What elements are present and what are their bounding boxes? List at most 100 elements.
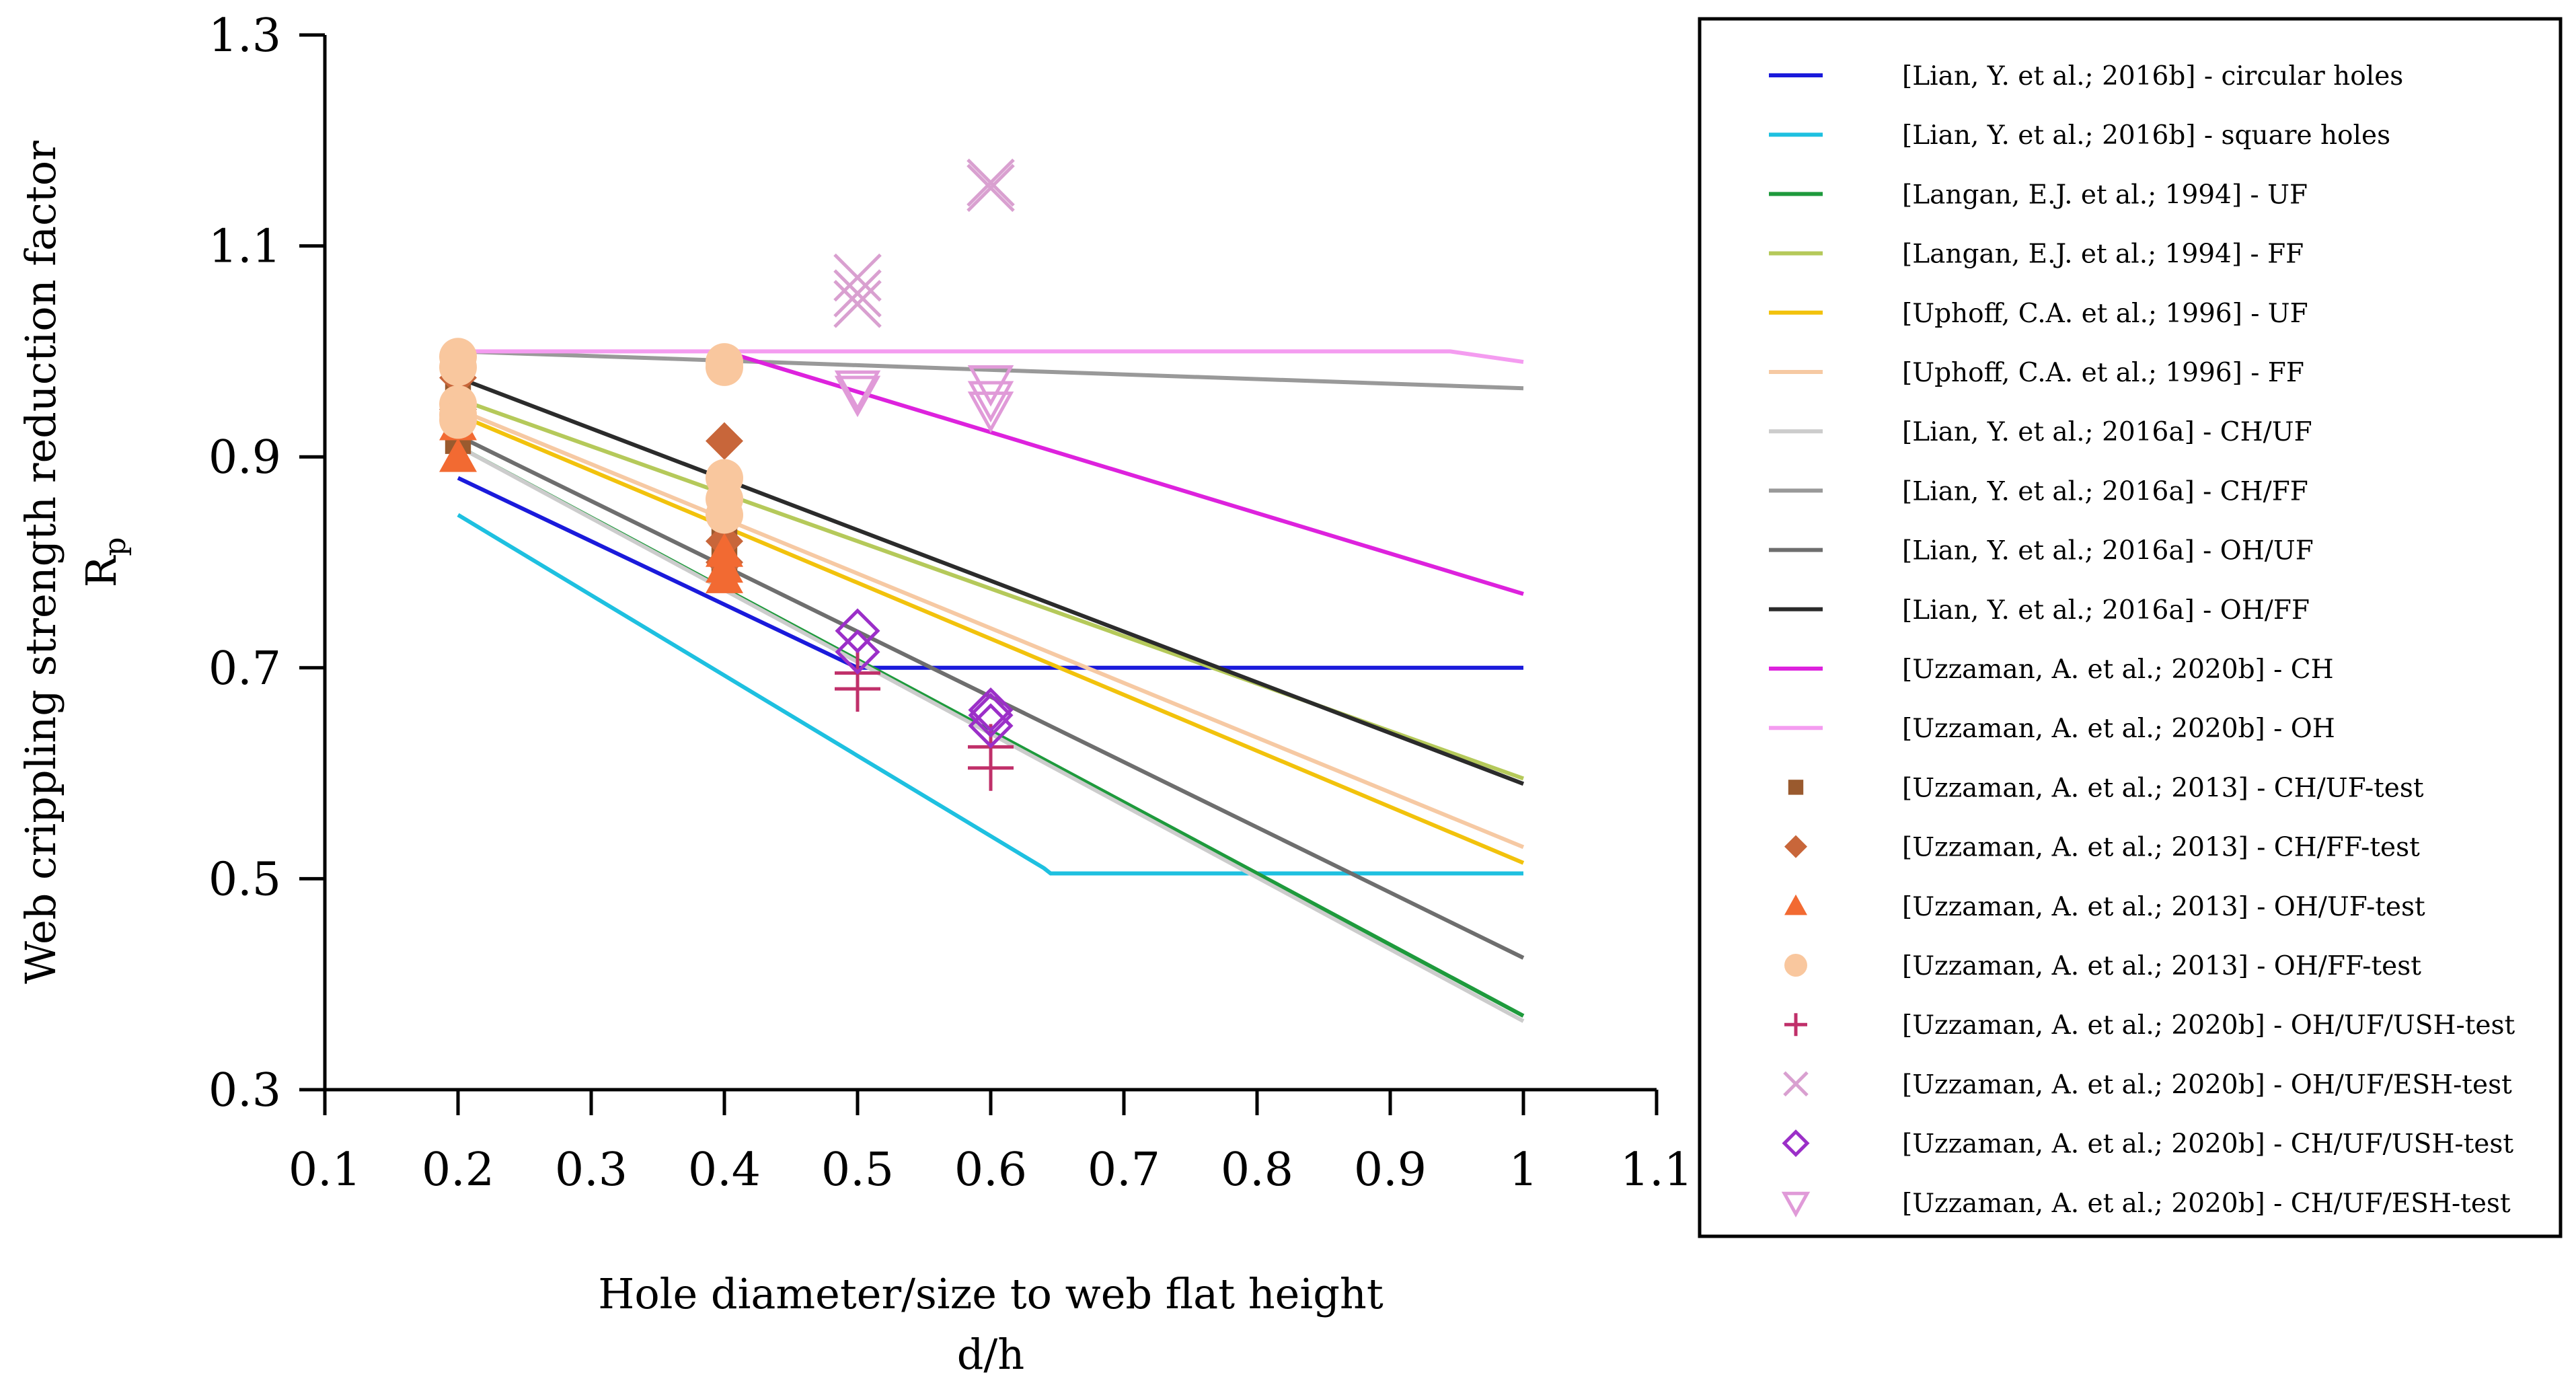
legend-label: [Lian, Y. et al.; 2016a] - OH/FF <box>1902 595 2310 626</box>
y-tick-label: 1.1 <box>209 221 281 274</box>
data-point <box>439 438 477 472</box>
legend-item: [Uzzaman, A. et al.; 2013] - CH/UF-test <box>1788 773 2424 803</box>
data-point <box>439 348 477 386</box>
series-line <box>457 513 1523 876</box>
data-point <box>967 163 1015 213</box>
x-tick-label: 0.2 <box>422 1143 494 1197</box>
x-tick-label: 0.9 <box>1354 1143 1427 1197</box>
legend-label: [Uzzaman, A. et al.; 2013] - OH/FF-test <box>1902 951 2421 981</box>
legend-label: [Uzzaman, A. et al.; 2013] - CH/UF-test <box>1902 773 2424 803</box>
legend-item: [Uzzaman, A. et al.; 2020b] - OH <box>1769 714 2335 744</box>
data-point <box>968 703 1014 749</box>
series-lines <box>457 349 1525 1023</box>
series-line <box>458 349 1524 365</box>
y-tick-label: 0.3 <box>209 1064 281 1117</box>
series-markers <box>439 158 1015 791</box>
data-point <box>968 745 1014 791</box>
legend-swatch <box>1784 894 1807 915</box>
y-axis-title: Web crippling strength reduction factor … <box>16 141 132 984</box>
data-point <box>706 348 743 386</box>
legend-item: [Uzzaman, A. et al.; 2013] - CH/FF-test <box>1784 833 2420 863</box>
data-point <box>968 687 1014 733</box>
legend-item: [Lian, Y. et al.; 2016a] - CH/UF <box>1769 417 2312 447</box>
legend-item: [Lian, Y. et al.; 2016a] - OH/FF <box>1769 595 2310 626</box>
legend-item: [Uphoff, C.A. et al.; 1996] - FF <box>1769 358 2304 388</box>
y-axis-title-sub: p <box>98 537 132 556</box>
x-tick-label: 0.3 <box>555 1143 628 1197</box>
x-tick-label: 1 <box>1509 1143 1538 1197</box>
x-tick-label: 0.1 <box>289 1143 361 1197</box>
data-point <box>968 692 1014 738</box>
data-point <box>835 608 880 654</box>
data-point <box>706 496 743 534</box>
legend-swatch <box>1781 1191 1811 1217</box>
y-axis-title-line2: Rp <box>77 537 132 588</box>
legend-item: [Lian, Y. et al.; 2016b] - circular hole… <box>1769 61 2403 91</box>
y-axis-title-line1: Web crippling strength reduction factor <box>16 141 65 984</box>
legend-item: [Lian, Y. et al.; 2016b] - square holes <box>1769 120 2390 151</box>
data-point <box>967 158 1015 207</box>
legend-label: [Lian, Y. et al.; 2016a] - OH/UF <box>1902 536 2314 566</box>
y-tick-label: 0.5 <box>209 853 281 906</box>
legend-label: [Lian, Y. et al.; 2016a] - CH/UF <box>1902 417 2312 447</box>
x-axis-title-line2: d/h <box>957 1330 1025 1379</box>
legend-label: [Uzzaman, A. et al.; 2020b] - CH/UF/ESH-… <box>1902 1189 2511 1219</box>
legend-swatch <box>1788 780 1804 795</box>
legend-swatch <box>1784 954 1807 977</box>
legend-item: [Uzzaman, A. et al.; 2020b] - OH/UF/ESH-… <box>1783 1069 2512 1100</box>
legend-label: [Uzzaman, A. et al.; 2013] - CH/FF-test <box>1902 833 2420 863</box>
legend-item: [Uzzaman, A. et al.; 2013] - OH/UF-test <box>1784 892 2425 922</box>
legend-item: [Uzzaman, A. et al.; 2020b] - CH/UF/ESH-… <box>1781 1189 2511 1219</box>
legend-swatch <box>1784 835 1807 858</box>
legend-label: [Uzzaman, A. et al.; 2020b] - CH/UF/USH-… <box>1902 1129 2513 1160</box>
x-axis-title-line1: Hole diameter/size to web flat height <box>598 1269 1384 1318</box>
legend-label: [Uzzaman, A. et al.; 2020b] - CH <box>1902 654 2334 685</box>
series-line <box>457 375 1525 786</box>
legend-item: [Lian, Y. et al.; 2016a] - CH/FF <box>1769 476 2308 506</box>
data-point <box>833 269 882 317</box>
x-tick-label: 0.6 <box>954 1143 1027 1197</box>
legend-label: [Uphoff, C.A. et al.; 1996] - FF <box>1902 358 2304 388</box>
legend-label: [Langan, E.J. et al.; 1994] - UF <box>1902 180 2308 210</box>
x-ticks: 0.1 0.2 0.3 0.4 0.5 0.6 0.7 0.8 0.9 1 1.1 <box>289 1090 1693 1197</box>
legend-item: [Uzzaman, A. et al.; 2020b] - CH/UF/USH-… <box>1782 1129 2513 1160</box>
data-point <box>833 280 882 328</box>
legend-item: [Uzzaman, A. et al.; 2020b] - CH <box>1769 654 2334 685</box>
data-point <box>439 401 477 439</box>
legend-label: [Lian, Y. et al.; 2016b] - square holes <box>1902 120 2390 151</box>
legend-label: [Uzzaman, A. et al.; 2020b] - OH/UF/USH-… <box>1902 1010 2515 1041</box>
data-point <box>967 381 1014 423</box>
legend-item: [Uphoff, C.A. et al.; 1996] - UF <box>1769 299 2308 329</box>
x-tick-label: 0.7 <box>1088 1143 1160 1197</box>
legend-box <box>1698 17 2563 1238</box>
legend-label: [Uzzaman, A. et al.; 2013] - OH/UF-test <box>1902 892 2425 922</box>
data-point <box>834 375 881 418</box>
legend-item: [Lian, Y. et al.; 2016a] - OH/UF <box>1769 536 2314 566</box>
x-tick-label: 0.8 <box>1221 1143 1293 1197</box>
legend-swatch <box>1784 1013 1807 1037</box>
legend-item: [Langan, E.J. et al.; 1994] - FF <box>1769 239 2304 270</box>
series-line <box>457 412 1525 865</box>
series-line <box>724 349 1524 596</box>
y-tick-label: 1.3 <box>209 9 281 63</box>
data-point <box>967 365 1014 407</box>
legend-label: [Lian, Y. et al.; 2016b] - circular hole… <box>1902 61 2403 91</box>
x-tick-label: 0.5 <box>821 1143 894 1197</box>
legend-label: [Uphoff, C.A. et al.; 1996] - UF <box>1902 299 2308 329</box>
legend-swatch <box>1783 1071 1809 1097</box>
data-point <box>833 253 882 302</box>
y-tick-label: 0.7 <box>209 642 281 696</box>
series-line <box>457 407 1525 850</box>
legend-item: [Langan, E.J. et al.; 1994] - UF <box>1769 180 2308 210</box>
x-tick-label: 1.1 <box>1620 1143 1693 1197</box>
legend-swatch <box>1782 1129 1810 1158</box>
legend-item: [Uzzaman, A. et al.; 2013] - OH/FF-test <box>1784 951 2421 981</box>
legend: [Lian, Y. et al.; 2016b] - circular hole… <box>1769 61 2515 1219</box>
data-point <box>835 629 880 675</box>
data-point <box>706 422 743 460</box>
y-ticks: 0.3 0.5 0.7 0.9 1.1 1.3 <box>209 9 325 1117</box>
x-tick-label: 0.4 <box>688 1143 761 1197</box>
y-tick-label: 0.9 <box>209 431 281 484</box>
data-point <box>834 370 881 412</box>
legend-label: [Langan, E.J. et al.; 1994] - FF <box>1902 239 2304 270</box>
